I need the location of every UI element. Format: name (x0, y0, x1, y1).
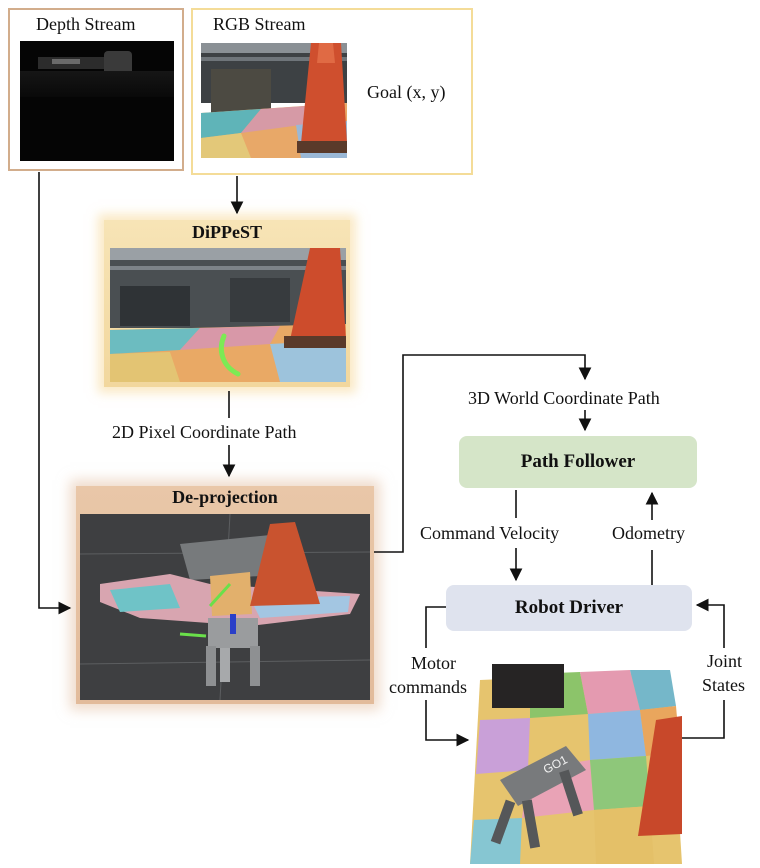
pointcloud-image (80, 514, 370, 700)
depth-image (20, 41, 174, 161)
predicted-path-line (218, 333, 241, 377)
command-velocity-label: Command Velocity (420, 523, 560, 543)
rgb-stream-panel: RGB Stream Goal (x, y) (191, 8, 473, 175)
path-follower-box: Path Follower (459, 436, 697, 488)
path-follower-title: Path Follower (520, 451, 636, 472)
joint-label-line2: States (702, 675, 745, 695)
deprojection-panel: De-projection (76, 486, 374, 704)
pixel-path-label: 2D Pixel Coordinate Path (112, 422, 297, 442)
rgb-image (201, 43, 347, 158)
world-path-label: 3D World Coordinate Path (468, 388, 660, 408)
dippest-image (110, 248, 346, 382)
dippest-title: DiPPeST (192, 222, 262, 242)
black-box-obstacle (492, 664, 564, 708)
motor-label-line2: commands (389, 677, 467, 697)
goal-label: Goal (x, y) (367, 82, 446, 102)
traffic-cone (638, 716, 682, 836)
joint-label-line1: Joint (707, 651, 743, 671)
rgb-stream-label: RGB Stream (213, 14, 306, 34)
dippest-panel: DiPPeST (104, 220, 350, 387)
robot-driver-title: Robot Driver (514, 597, 624, 618)
robot-driver-box: Robot Driver (446, 585, 692, 631)
depth-stream-panel: Depth Stream (8, 8, 184, 171)
deprojection-title: De-projection (172, 487, 278, 507)
odometry-label: Odometry (612, 523, 685, 543)
quadruped-robot (500, 746, 586, 806)
depth-stream-label: Depth Stream (36, 14, 136, 34)
robot-photo: GO1 (470, 660, 682, 864)
motor-label-line1: Motor (411, 653, 456, 673)
